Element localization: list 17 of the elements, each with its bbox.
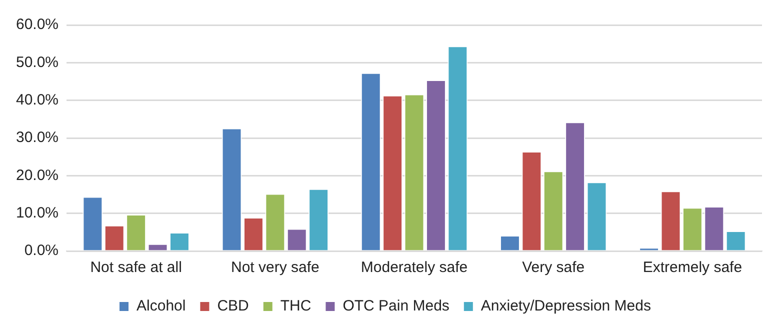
- y-tick-label: 50.0%: [16, 54, 59, 71]
- legend-label: Anxiety/Depression Meds: [480, 298, 651, 315]
- legend-label: Alcohol: [136, 298, 186, 315]
- x-tick-label: Moderately safe: [360, 259, 468, 276]
- x-tick-label: Very safe: [522, 259, 585, 276]
- y-tick-label: 60.0%: [16, 16, 59, 34]
- y-tick-label: 10.0%: [16, 204, 59, 222]
- legend-label: CBD: [217, 298, 250, 315]
- y-tick-label: 0.0%: [24, 242, 59, 260]
- x-tick-label: Not very safe: [230, 259, 320, 276]
- legend-label: OTC Pain Meds: [342, 298, 450, 315]
- y-tick-label: 20.0%: [16, 166, 59, 184]
- x-tick-label: Not safe at all: [90, 259, 182, 276]
- y-tick-label: 40.0%: [16, 91, 59, 108]
- legend-label: THC: [280, 298, 312, 315]
- y-tick-label: 30.0%: [16, 129, 59, 146]
- x-tick-label: Extremely safe: [642, 259, 742, 276]
